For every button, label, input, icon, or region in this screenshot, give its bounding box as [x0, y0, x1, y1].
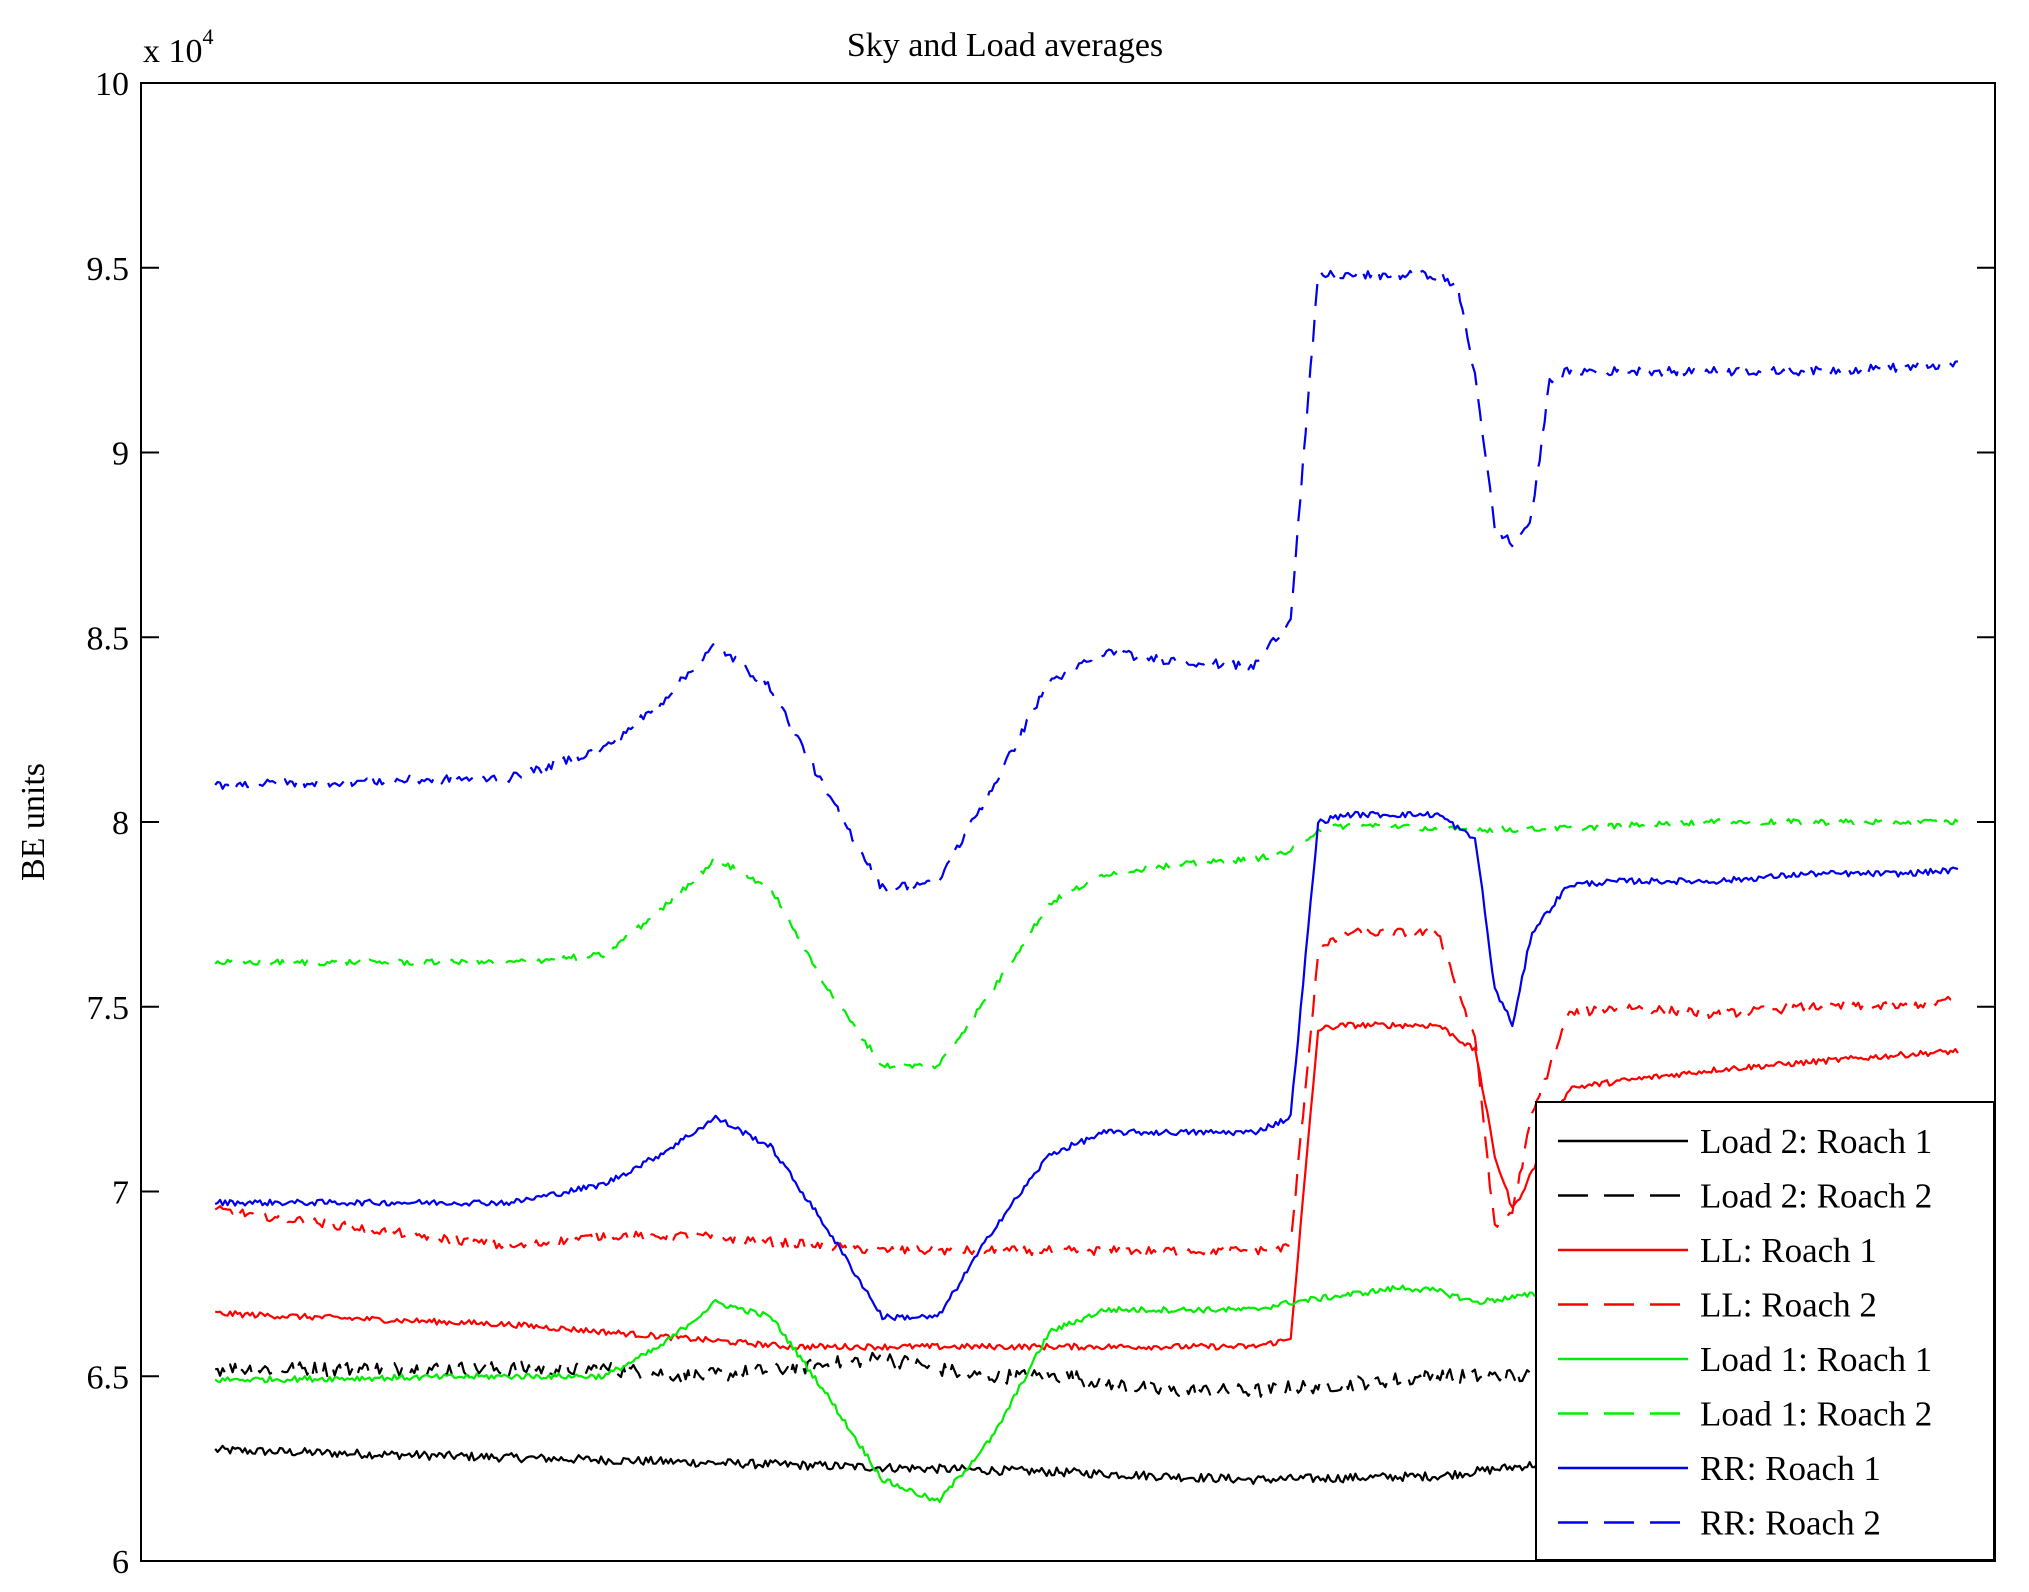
y-tick-label: 7.5 [87, 990, 130, 1027]
y-multiplier-base: x 10 [143, 33, 203, 70]
legend-label: Load 1: Roach 2 [1700, 1395, 1932, 1434]
y-tick-label: 8.5 [87, 620, 130, 657]
legend-label: LL: Roach 1 [1700, 1231, 1877, 1270]
series-line [214, 810, 1959, 1322]
y-tick-label: 9.5 [87, 251, 130, 288]
series-line [214, 269, 1959, 893]
y-tick-label: 7 [112, 1175, 129, 1212]
legend-label: LL: Roach 2 [1700, 1286, 1877, 1325]
chart-title: Sky and Load averages [847, 27, 1163, 64]
legend-box [1535, 1101, 1995, 1561]
series-line [214, 817, 1959, 1070]
series-line [215, 1021, 1959, 1351]
y-tick-label: 9 [112, 436, 129, 473]
legend-label: Load 2: Roach 2 [1700, 1177, 1932, 1216]
y-multiplier-exponent: 4 [203, 24, 214, 49]
legend-label: Load 2: Roach 1 [1700, 1122, 1932, 1161]
y-tick-label: 6 [112, 1544, 129, 1581]
y-tick-label: 8 [112, 805, 129, 842]
y-tick-label: 6.5 [87, 1359, 130, 1396]
legend: Load 2: Roach 1 Load 2: Roach 2 LL: Roach … [1535, 1101, 1995, 1561]
y-ticks: 6 6.5 7 7.5 8 8.5 9 9.5 10 [87, 66, 1995, 1581]
legend-label: Load 1: Roach 1 [1700, 1340, 1932, 1379]
legend-label: RR: Roach 1 [1700, 1449, 1881, 1488]
y-multiplier: x 104 [143, 24, 214, 70]
y-tick-label: 10 [95, 66, 129, 103]
y-axis-label: BE units [15, 763, 52, 881]
legend-label: RR: Roach 2 [1700, 1504, 1881, 1543]
